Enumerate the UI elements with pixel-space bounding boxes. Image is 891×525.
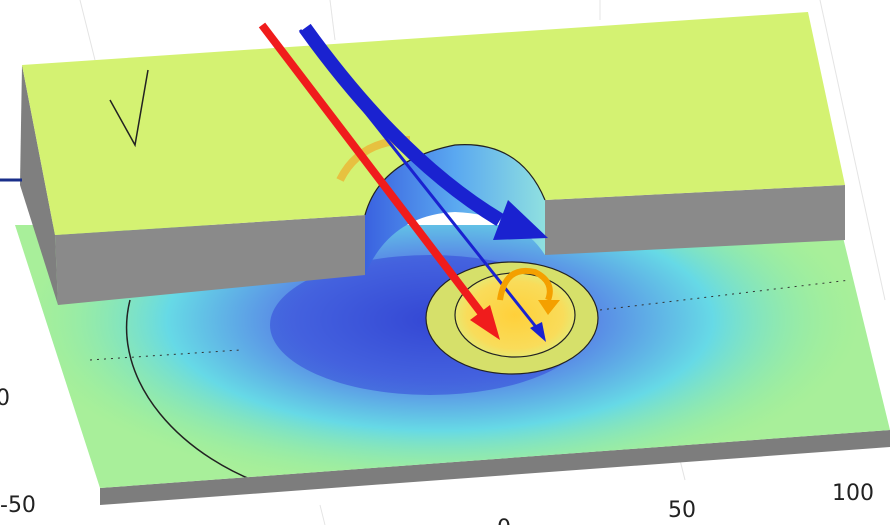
y-tick-label: -50 [0,493,36,518]
x-tick-label: 100 [832,481,874,506]
figure: 0 -50 0 50 100 [0,0,891,525]
x-tick-label: 0 [497,516,511,525]
x-tick-label: 50 [668,498,696,523]
y-tick-label: 0 [0,386,10,411]
